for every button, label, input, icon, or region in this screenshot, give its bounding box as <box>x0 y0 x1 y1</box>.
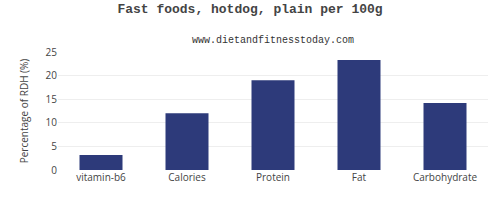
svg-text:Fat: Fat <box>352 170 367 184</box>
svg-text:vitamin-b6: vitamin-b6 <box>76 170 126 184</box>
svg-text:20: 20 <box>46 68 58 82</box>
svg-text:Fast foods, hotdog, plain per: Fast foods, hotdog, plain per 100g <box>117 2 382 17</box>
svg-text:0: 0 <box>51 163 57 177</box>
svg-text:15: 15 <box>46 92 58 106</box>
svg-text:Calories: Calories <box>168 170 206 184</box>
svg-text:Percentage of RDH (%): Percentage of RDH (%) <box>17 59 31 164</box>
svg-text:www.dietandfitnesstoday.com: www.dietandfitnesstoday.com <box>192 35 354 46</box>
svg-text:5: 5 <box>51 139 57 153</box>
svg-text:10: 10 <box>46 115 58 129</box>
svg-text:Carbohydrate: Carbohydrate <box>413 170 478 184</box>
svg-text:25: 25 <box>46 45 58 59</box>
svg-text:Protein: Protein <box>256 170 290 184</box>
